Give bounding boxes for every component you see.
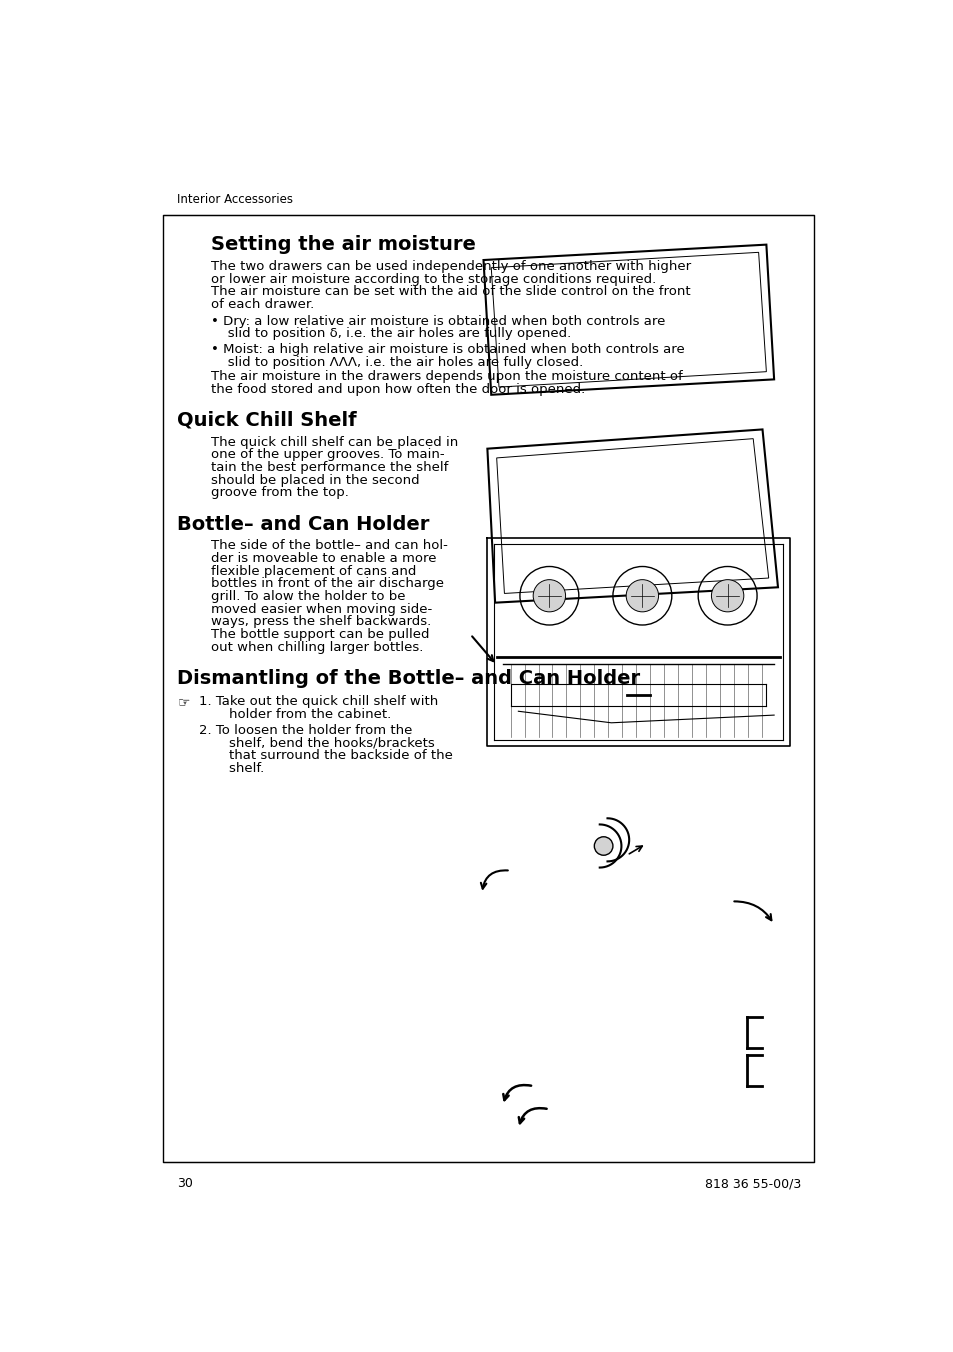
Text: 30: 30 — [177, 1178, 193, 1190]
Text: flexible placement of cans and: flexible placement of cans and — [211, 565, 416, 577]
Text: or lower air moisture according to the storage conditions required.: or lower air moisture according to the s… — [211, 273, 656, 285]
Text: moved easier when moving side-: moved easier when moving side- — [211, 603, 432, 615]
Text: out when chilling larger bottles.: out when chilling larger bottles. — [211, 641, 422, 654]
Text: shelf, bend the hooks/brackets: shelf, bend the hooks/brackets — [212, 737, 435, 749]
Text: slid to position ΛΛΛ, i.e. the air holes are fully closed.: slid to position ΛΛΛ, i.e. the air holes… — [214, 356, 582, 369]
Circle shape — [533, 580, 565, 612]
Circle shape — [612, 566, 671, 625]
Circle shape — [711, 580, 743, 612]
Text: holder from the cabinet.: holder from the cabinet. — [212, 708, 391, 721]
Text: bottles in front of the air discharge: bottles in front of the air discharge — [211, 577, 443, 591]
Text: Bottle– and Can Holder: Bottle– and Can Holder — [177, 515, 429, 534]
Text: ways, press the shelf backwards.: ways, press the shelf backwards. — [211, 615, 431, 629]
Text: the food stored and upon how often the door is opened.: the food stored and upon how often the d… — [211, 383, 584, 396]
Text: The quick chill shelf can be placed in: The quick chill shelf can be placed in — [211, 435, 457, 449]
Text: that surround the backside of the: that surround the backside of the — [212, 749, 453, 763]
Text: The bottle support can be pulled: The bottle support can be pulled — [211, 629, 429, 641]
Text: The two drawers can be used independently of one another with higher: The two drawers can be used independentl… — [211, 260, 690, 273]
Text: der is moveable to enable a more: der is moveable to enable a more — [211, 552, 436, 565]
Text: Interior Accessories: Interior Accessories — [177, 193, 294, 206]
Circle shape — [519, 566, 578, 625]
Text: The air moisture can be set with the aid of the slide control on the front: The air moisture can be set with the aid… — [211, 285, 690, 299]
Text: slid to position δ, i.e. the air holes are fully opened.: slid to position δ, i.e. the air holes a… — [214, 327, 570, 341]
Text: Dismantling of the Bottle– and Can Holder: Dismantling of the Bottle– and Can Holde… — [177, 669, 639, 688]
Text: 1. Take out the quick chill shelf with: 1. Take out the quick chill shelf with — [199, 695, 437, 708]
Text: The air moisture in the drawers depends upon the moisture content of: The air moisture in the drawers depends … — [211, 370, 681, 383]
Text: ☞: ☞ — [177, 695, 190, 708]
Text: • Moist: a high relative air moisture is obtained when both controls are: • Moist: a high relative air moisture is… — [211, 343, 683, 356]
Text: Setting the air moisture: Setting the air moisture — [211, 235, 476, 254]
Text: The side of the bottle– and can hol-: The side of the bottle– and can hol- — [211, 539, 447, 552]
Text: Quick Chill Shelf: Quick Chill Shelf — [177, 411, 356, 430]
Circle shape — [594, 837, 612, 856]
Text: • Dry: a low relative air moisture is obtained when both controls are: • Dry: a low relative air moisture is ob… — [211, 315, 664, 327]
Circle shape — [698, 566, 757, 625]
Text: of each drawer.: of each drawer. — [211, 299, 314, 311]
Text: 2. To loosen the holder from the: 2. To loosen the holder from the — [199, 723, 412, 737]
Text: groove from the top.: groove from the top. — [211, 487, 348, 499]
Bar — [163, 215, 814, 1161]
Text: one of the upper grooves. To main-: one of the upper grooves. To main- — [211, 449, 444, 461]
Text: tain the best performance the shelf: tain the best performance the shelf — [211, 461, 448, 475]
Text: shelf.: shelf. — [212, 761, 264, 775]
Text: 818 36 55-00/3: 818 36 55-00/3 — [704, 1178, 801, 1190]
Text: should be placed in the second: should be placed in the second — [211, 473, 419, 487]
Text: grill. To alow the holder to be: grill. To alow the holder to be — [211, 589, 405, 603]
Circle shape — [625, 580, 658, 612]
